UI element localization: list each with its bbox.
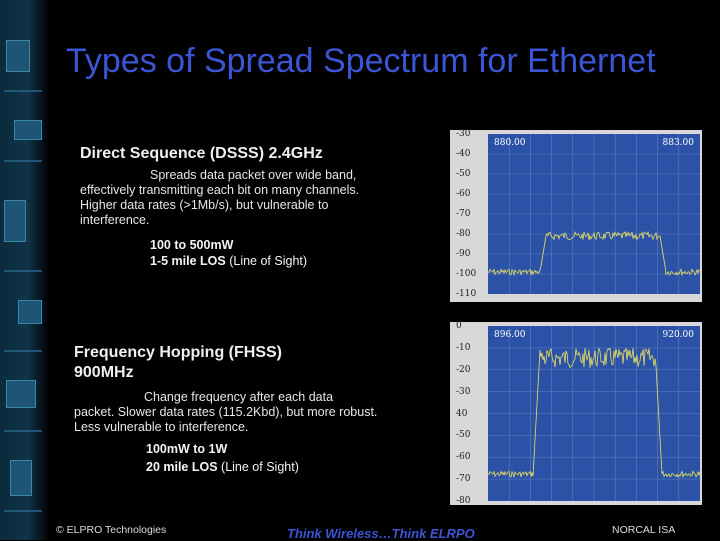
footer-tagline: Think Wireless…Think ELRPO (287, 526, 475, 541)
y-axis-tick-label: 40 (456, 408, 468, 419)
slide-title: Types of Spread Spectrum for Ethernet (66, 42, 656, 80)
y-axis-tick-label: -80 (456, 496, 471, 506)
y-axis-tick-label: -60 (456, 189, 471, 199)
y-axis-tick-label: -30 (456, 386, 471, 397)
dsss-freq-end: 883.00 (662, 138, 695, 148)
y-axis-tick-label: -50 (456, 430, 471, 441)
y-axis-tick-label: -30 (456, 129, 471, 139)
y-axis-tick-label: -70 (456, 474, 471, 485)
footer-copyright: © ELPRO Technologies (56, 524, 167, 536)
y-axis-tick-label: -90 (456, 249, 471, 259)
fhss-desc-rest: packet. Slower data rates (115.2Kbd), bu… (74, 405, 378, 434)
dsss-description: Spreads data packet over wide band, effe… (80, 168, 390, 228)
dsss-spectrum-plot: 880.00 883.00 -30 -40 -50 -60 -70 -80 -90 -100 -… (450, 129, 702, 302)
fhss-desc-first: Change frequency after each data (144, 390, 334, 404)
fhss-heading-line2: 900MHz (74, 364, 134, 381)
dsss-range: 1-5 mile LOS (Line of Sight) (150, 254, 307, 269)
fhss-range-bold: 20 mile LOS (146, 460, 218, 474)
y-axis-tick-label: -20 (456, 364, 471, 375)
y-axis-tick-label: -10 (456, 342, 471, 353)
fhss-power: 100mW to 1W (146, 442, 228, 456)
fhss-spectrum-plot: 896.00 920.00 0 -10 -20 -30 40 -50 -60 -70 -80 (450, 321, 702, 506)
fhss-heading: Frequency Hopping (FHSS) 900MHz (74, 343, 282, 383)
spectrum-trace (488, 230, 700, 277)
dsss-desc-rest: effectively transmitting each bit on man… (80, 183, 360, 227)
spectrum-trace (488, 347, 700, 479)
dsss-desc-first: Spreads data packet over wide band, (150, 168, 357, 182)
fhss-range-rest: (Line of Sight) (217, 460, 299, 474)
y-axis-tick-label: -40 (456, 149, 471, 159)
y-axis-tick-label: 0 (456, 321, 462, 331)
fhss-freq-start: 896.00 (494, 330, 526, 340)
footer-org: NORCAL ISA (612, 524, 676, 536)
dsss-power: 100 to 500mW (150, 238, 234, 252)
fhss-heading-line1: Frequency Hopping (FHSS) (74, 344, 282, 361)
dsss-heading: Direct Sequence (DSSS) 2.4GHz (80, 145, 323, 162)
y-axis-tick-label: -60 (456, 452, 471, 463)
dsss-range-bold: 1-5 mile LOS (150, 254, 226, 268)
y-axis-tick-label: -50 (456, 169, 471, 179)
circuit-board-decoration (0, 0, 50, 540)
fhss-range: 20 mile LOS (Line of Sight) (146, 460, 299, 475)
y-axis-tick-label: -100 (456, 269, 477, 279)
dsss-range-rest: (Line of Sight) (225, 254, 308, 268)
y-axis-tick-label: -80 (456, 229, 471, 239)
fhss-description: Change frequency after each data packet.… (74, 390, 384, 435)
y-axis-tick-label: -110 (456, 289, 477, 299)
fhss-freq-end: 920.00 (662, 330, 695, 340)
dsss-freq-start: 880.00 (494, 138, 526, 148)
fhss-spectrum-screen: 896.00 920.00 (488, 326, 700, 501)
dsss-spectrum-screen: 880.00 883.00 (488, 134, 700, 294)
y-axis-tick-label: -70 (456, 209, 471, 219)
